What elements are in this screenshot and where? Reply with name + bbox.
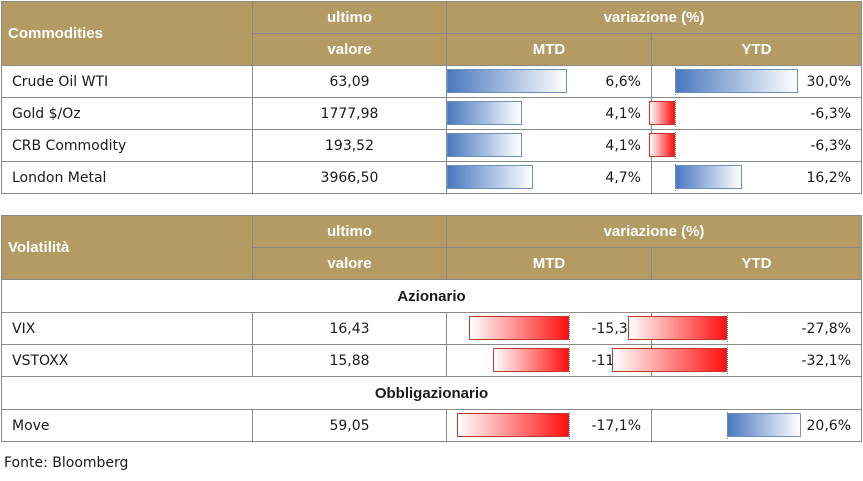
ytd-percent: 30,0% <box>806 73 851 90</box>
ytd-header: YTD <box>651 247 862 280</box>
commodities-title: Commodities <box>1 1 253 66</box>
ytd-data-bar <box>674 69 799 93</box>
row-name: VIX <box>1 312 253 345</box>
row-value: 16,43 <box>252 312 447 345</box>
mtd-percent: 4,1% <box>605 105 641 122</box>
mtd-data-bar <box>447 101 522 125</box>
mtd-cell: -17,1% <box>446 409 652 442</box>
row-name: Gold $/Oz <box>1 97 253 130</box>
ytd-percent: 20,6% <box>806 417 851 434</box>
mtd-cell: -15,3% <box>446 312 652 345</box>
mtd-zero-axis <box>569 412 571 439</box>
ytd-data-bar <box>649 101 675 125</box>
table-row: Gold $/Oz 1777,98 4,1% -6,3% <box>1 97 862 130</box>
row-name: VSTOXX <box>1 344 253 377</box>
row-value: 1777,98 <box>252 97 447 130</box>
ytd-data-bar <box>674 165 742 189</box>
row-name: Crude Oil WTI <box>1 65 253 98</box>
table-row: VIX 16,43 -15,3% -27,8% <box>1 312 862 345</box>
ytd-cell: -27,8% <box>627 312 862 345</box>
row-name: Move <box>1 409 253 442</box>
mtd-cell: 4,1% <box>446 129 652 162</box>
valore-header: valore <box>252 247 447 280</box>
table-row: Move 59,05 -17,1% 20,6% <box>1 409 862 442</box>
ytd-cell: 30,0% <box>651 65 862 98</box>
table-row: CRB Commodity 193,52 4,1% -6,3% <box>1 129 862 162</box>
mtd-percent: 4,7% <box>605 169 641 186</box>
volatility-title: Volatilità <box>1 215 253 280</box>
valore-header: valore <box>252 33 447 66</box>
mtd-data-bar <box>457 413 570 437</box>
row-value: 193,52 <box>252 129 447 162</box>
mtd-header: MTD <box>446 247 652 280</box>
ytd-cell: -32,1% <box>612 344 862 377</box>
ytd-data-bar <box>612 348 728 372</box>
variazione-header: variazione (%) <box>446 1 862 34</box>
volatility-table: Volatilità ultimo variazione (%) valore … <box>1 215 862 442</box>
ytd-cell: -6,3% <box>649 97 862 130</box>
row-name: CRB Commodity <box>1 129 253 162</box>
ytd-percent: -27,8% <box>801 320 851 337</box>
ultimo-header: ultimo <box>252 1 447 34</box>
row-value: 59,05 <box>252 409 447 442</box>
mtd-zero-axis <box>569 315 571 342</box>
table-row: London Metal 3966,50 4,7% 16,2% <box>1 161 862 194</box>
mtd-data-bar <box>469 316 570 340</box>
ytd-header: YTD <box>651 33 862 66</box>
ytd-zero-axis <box>674 100 676 127</box>
commodities-table: Commodities ultimo variazione (%) valore… <box>1 1 862 194</box>
ytd-zero-axis <box>727 347 729 374</box>
mtd-percent: -17,1% <box>591 417 641 434</box>
mtd-cell: 6,6% <box>446 65 652 98</box>
row-value: 15,88 <box>252 344 447 377</box>
mtd-percent: 6,6% <box>605 73 641 90</box>
ytd-percent: -32,1% <box>801 352 851 369</box>
table-row: Crude Oil WTI 63,09 6,6% 30,0% <box>1 65 862 98</box>
mtd-percent: 4,1% <box>605 137 641 154</box>
ytd-zero-axis <box>727 315 729 342</box>
mtd-cell: 4,7% <box>446 161 652 194</box>
ytd-percent: 16,2% <box>806 169 851 186</box>
row-value: 3966,50 <box>252 161 447 194</box>
mtd-header: MTD <box>446 33 652 66</box>
ytd-percent: -6,3% <box>810 137 851 154</box>
ytd-cell: 16,2% <box>651 161 862 194</box>
ytd-data-bar <box>627 316 728 340</box>
ytd-data-bar <box>727 413 801 437</box>
mtd-data-bar <box>447 165 533 189</box>
ytd-percent: -6,3% <box>810 105 851 122</box>
mtd-data-bar <box>447 69 568 93</box>
source-note: Fonte: Bloomberg <box>4 455 129 471</box>
section-azionario: Azionario <box>1 279 862 313</box>
mtd-zero-axis <box>569 347 571 374</box>
ytd-data-bar <box>649 133 675 157</box>
section-obbligazionario: Obbligazionario <box>1 376 862 410</box>
mtd-data-bar <box>447 133 522 157</box>
row-name: London Metal <box>1 161 253 194</box>
ytd-cell: -6,3% <box>649 129 862 162</box>
ytd-zero-axis <box>674 132 676 159</box>
ultimo-header: ultimo <box>252 215 447 248</box>
ytd-cell: 20,6% <box>651 409 862 442</box>
row-value: 63,09 <box>252 65 447 98</box>
variazione-header: variazione (%) <box>446 215 862 248</box>
mtd-cell: 4,1% <box>446 97 652 130</box>
table-row: VSTOXX 15,88 -11,7% -32,1% <box>1 344 862 377</box>
mtd-data-bar <box>492 348 570 372</box>
